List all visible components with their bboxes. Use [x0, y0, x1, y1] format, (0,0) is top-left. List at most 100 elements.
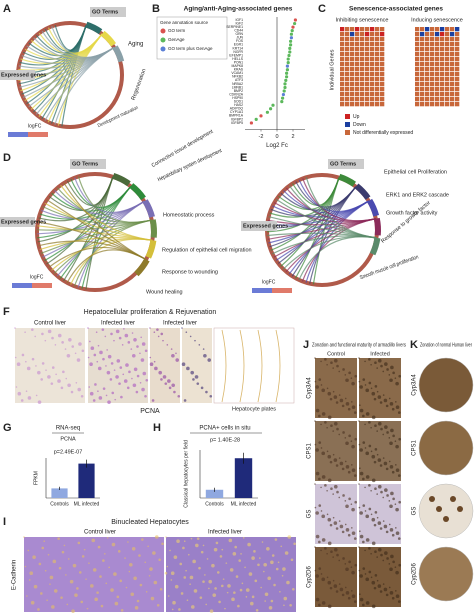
gene-cell	[370, 87, 375, 92]
y-tick-label: ATF3	[235, 78, 243, 82]
image-texture	[394, 377, 397, 380]
y-tick-label: SOD1	[234, 100, 243, 104]
label: Infected	[370, 351, 390, 357]
image-texture	[78, 342, 82, 346]
image-texture	[80, 394, 84, 398]
gene-cell	[380, 87, 385, 92]
image-texture	[364, 573, 367, 575]
label: Connective tissue development	[151, 129, 215, 169]
image-texture	[284, 551, 289, 555]
image-texture	[377, 584, 382, 588]
gene-cell	[340, 87, 345, 92]
gene-cell	[425, 77, 430, 82]
image-texture	[266, 546, 270, 551]
gene-cell	[355, 72, 360, 77]
image-texture	[327, 580, 332, 585]
image-texture	[166, 344, 169, 346]
image-texture	[338, 583, 341, 585]
gene-cell	[370, 57, 375, 62]
image-texture	[321, 538, 326, 542]
image-texture	[175, 358, 180, 362]
gene-cell	[370, 27, 375, 32]
chord-link	[70, 178, 132, 208]
image-texture	[107, 354, 112, 359]
gene-cell	[450, 97, 455, 102]
dot	[249, 121, 253, 125]
image-texture	[380, 490, 383, 494]
panel-letter: I	[3, 516, 6, 528]
gene-cell	[445, 57, 450, 62]
gene-cell	[450, 52, 455, 57]
image-texture	[153, 331, 156, 334]
image-texture	[365, 451, 370, 456]
image-texture	[395, 570, 399, 575]
image-texture	[336, 553, 339, 557]
gene-cell	[355, 67, 360, 72]
image-texture	[92, 568, 97, 572]
image-texture	[354, 374, 358, 378]
image-texture	[14, 327, 16, 329]
gene-cell	[435, 102, 440, 107]
image-texture	[99, 575, 102, 578]
gene-cell	[425, 97, 430, 102]
annotation: p=2.49E-07	[54, 449, 83, 455]
y-tick-label: NGFR	[233, 50, 243, 54]
image-texture	[121, 344, 124, 346]
image-texture	[377, 458, 382, 462]
image-texture	[83, 548, 86, 551]
gene-cell	[350, 32, 355, 37]
image-texture	[283, 596, 288, 601]
image-texture	[158, 370, 163, 375]
image-texture	[131, 332, 134, 334]
gene-cell	[425, 92, 430, 97]
image-texture	[280, 545, 283, 548]
image-texture	[162, 375, 167, 379]
image-texture	[57, 379, 61, 383]
image-texture	[350, 503, 353, 506]
image-texture	[251, 595, 255, 599]
image-texture	[96, 360, 99, 363]
image-texture	[203, 354, 207, 358]
image-texture	[139, 352, 141, 355]
gene-cell	[360, 87, 365, 92]
panel-letter: A	[3, 3, 11, 15]
image	[315, 484, 357, 544]
gene-cell	[430, 77, 435, 82]
image-texture	[181, 362, 186, 367]
image-texture	[314, 357, 316, 359]
gene-cell	[355, 62, 360, 67]
gene-cell	[435, 27, 440, 32]
chord-sector	[145, 239, 157, 259]
image-texture	[377, 395, 382, 399]
gene-cell	[375, 92, 380, 97]
image-texture	[388, 586, 391, 589]
image-texture	[88, 386, 91, 388]
image-texture	[259, 557, 261, 559]
gene-cell	[450, 72, 455, 77]
image-texture	[249, 601, 254, 606]
gene-cell	[350, 27, 355, 32]
image-texture	[450, 496, 456, 502]
image-texture	[234, 545, 237, 549]
image-texture	[339, 461, 344, 466]
image-texture	[324, 421, 327, 424]
image-texture	[141, 538, 144, 541]
gene-cell	[345, 77, 350, 82]
image-texture	[392, 560, 395, 564]
gene-cell	[380, 77, 385, 82]
image-texture	[392, 497, 395, 501]
gene-cell	[375, 62, 380, 67]
image-texture	[398, 374, 402, 378]
label: Infected liver	[208, 530, 242, 536]
label: Cyp2D6	[307, 566, 313, 588]
image-texture	[244, 566, 246, 569]
image-texture	[314, 380, 317, 383]
image-texture	[58, 566, 62, 570]
image	[166, 537, 296, 612]
image-texture	[110, 332, 113, 336]
image-texture	[326, 426, 328, 429]
image-texture	[391, 533, 395, 537]
image-texture	[389, 567, 393, 572]
image-texture	[273, 583, 276, 587]
image-texture	[359, 534, 364, 539]
